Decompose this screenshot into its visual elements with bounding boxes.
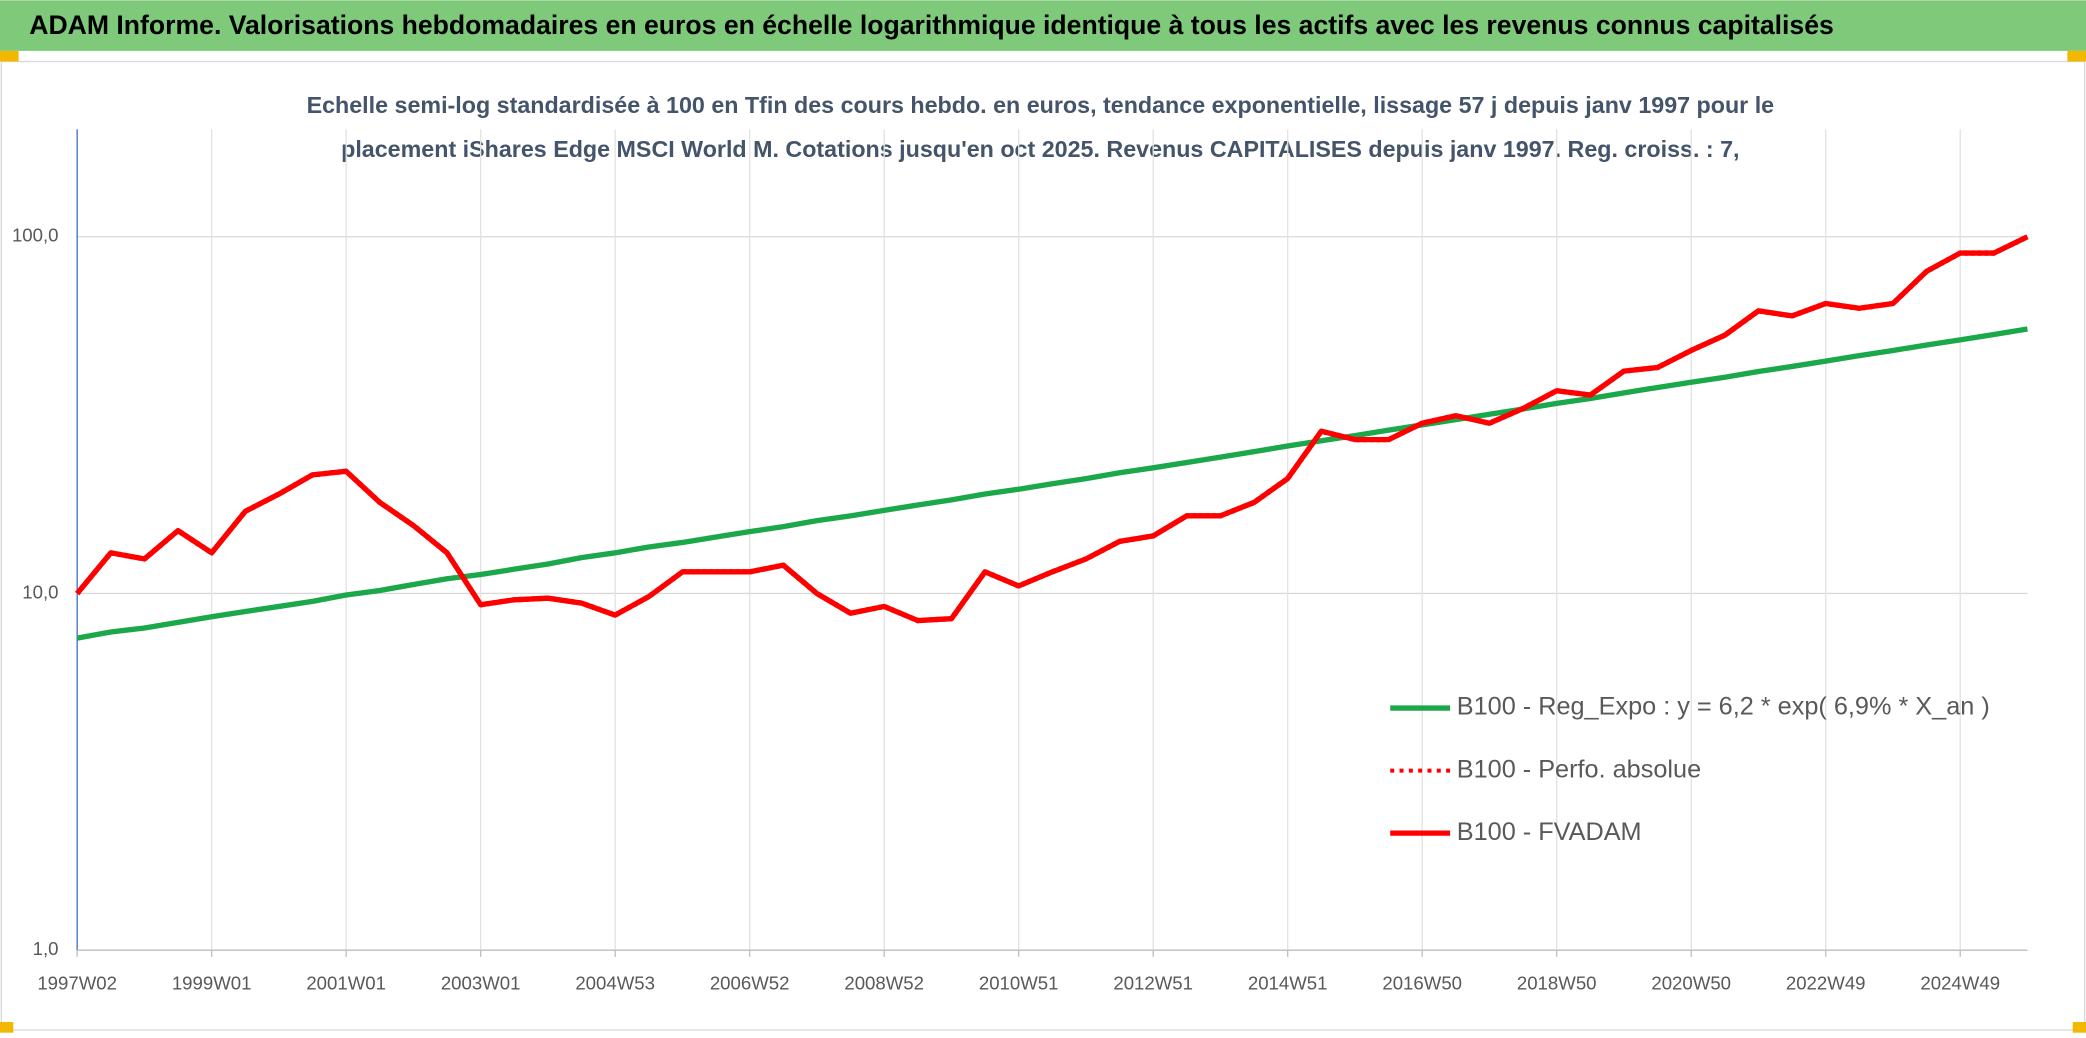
- x-tick-label: 1999W01: [172, 973, 252, 994]
- plot: [75, 234, 2029, 641]
- corner: [2067, 50, 2086, 62]
- x-tick-label: 2014W51: [1248, 973, 1328, 994]
- x-tick-label: 2022W49: [1786, 973, 1866, 994]
- legend-label: B100 - FVADAM: [1457, 818, 1642, 846]
- legend: B100 - Reg_Expo : y = 6,2 * exp( 6,9% * …: [1390, 693, 1990, 846]
- x-tick-label: 2006W52: [710, 973, 790, 994]
- corner: [2072, 1022, 2086, 1033]
- chart-subtitle: placement iShares Edge MSCI World M. Cot…: [341, 136, 1739, 162]
- chart-subtitle: Echelle semi-log standardisée à 100 en T…: [307, 92, 1775, 118]
- legend-label: B100 - Reg_Expo : y = 6,2 * exp( 6,9% * …: [1457, 693, 1990, 721]
- frame: [0, 60, 2086, 1031]
- series-line: [75, 234, 2029, 624]
- x-tick-label: 2024W49: [1920, 973, 2000, 994]
- header-bar: [0, 0, 2086, 51]
- x-tick-label: 2020W50: [1651, 973, 1731, 994]
- series-line: [76, 326, 2028, 641]
- corner: [0, 50, 19, 62]
- y-tick-label: 10,0: [22, 581, 58, 602]
- x-tick-label: 2010W51: [979, 973, 1059, 994]
- x-tick-label: 2001W01: [306, 973, 386, 994]
- x-tick-label: 2004W53: [575, 973, 655, 994]
- x-tick-label: 1997W02: [37, 973, 117, 994]
- x-tick-label: 2008W52: [844, 973, 924, 994]
- x-tick-label: 2016W50: [1382, 973, 1462, 994]
- corner: [0, 1022, 14, 1033]
- x-tick-label: 2018W50: [1517, 973, 1597, 994]
- chart-title: ADAM Informe. Valorisations hebdomadaire…: [29, 10, 1834, 40]
- x-tick-label: 2012W51: [1113, 973, 1193, 994]
- grid: 1,0 10,0 100,0 1997W02 1999W01 2001W01 2003W01…: [12, 129, 2028, 994]
- y-tick-label: 100,0: [12, 225, 59, 246]
- legend-label: B100 - Perfo. absolue: [1457, 755, 1701, 783]
- y-tick-label: 1,0: [33, 938, 59, 959]
- x-tick-label: 2003W01: [441, 973, 521, 994]
